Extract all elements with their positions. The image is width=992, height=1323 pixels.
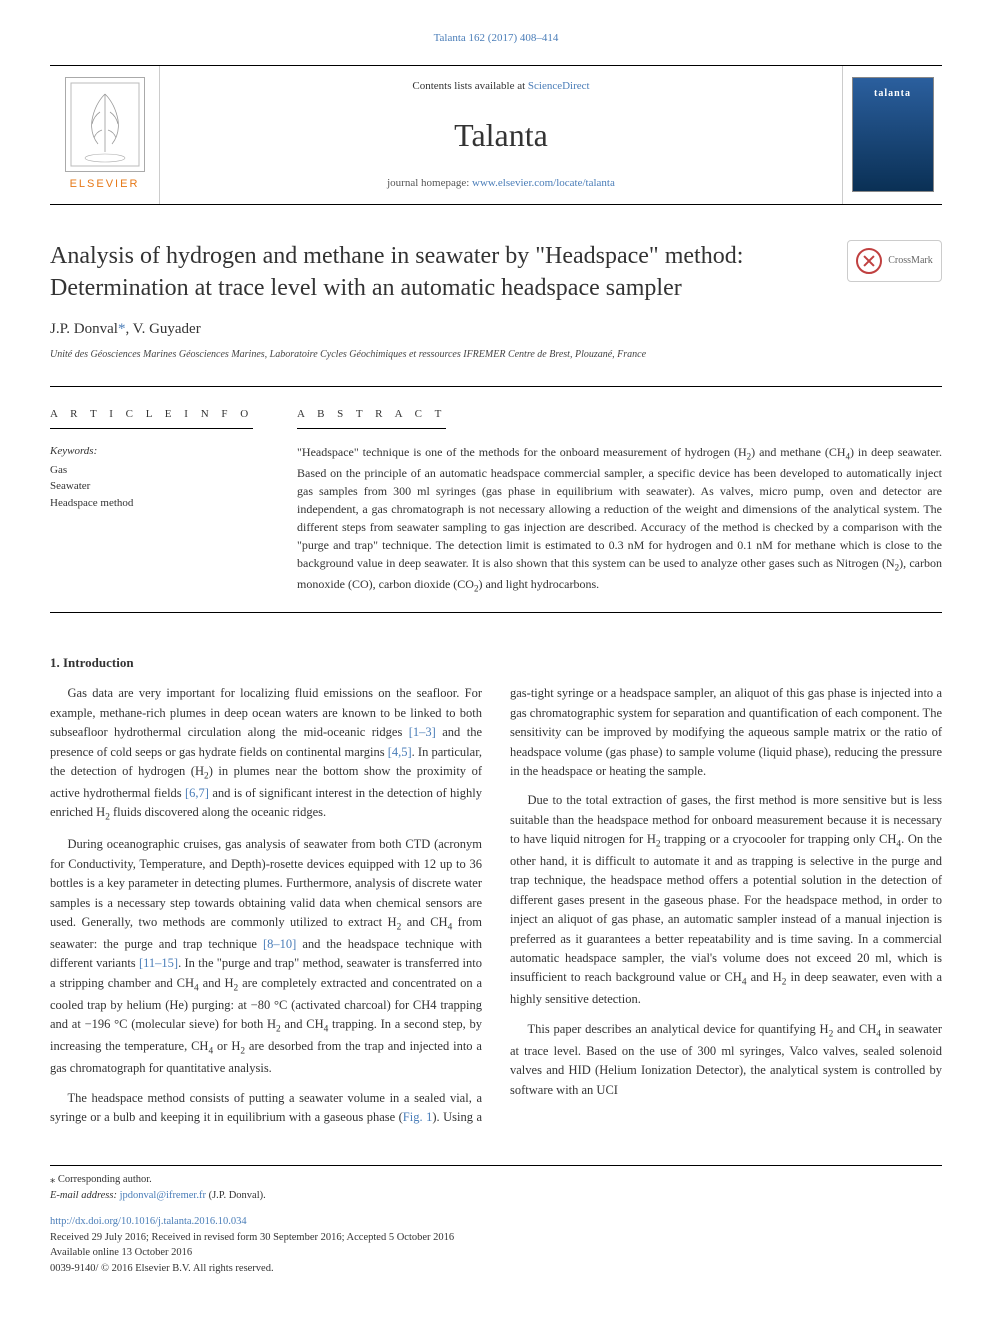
cover-title: talanta (874, 86, 911, 101)
corresponding-author-note: ⁎ Corresponding author. (50, 1172, 942, 1188)
affiliation: Unité des Géosciences Marines Géoscience… (50, 347, 942, 362)
crossmark-badge[interactable]: CrossMark (847, 240, 942, 282)
journal-cover: talanta (842, 66, 942, 204)
email-link[interactable]: jpdonval@ifremer.fr (120, 1190, 206, 1201)
received-line: Received 29 July 2016; Received in revis… (50, 1230, 942, 1246)
journal-name: Talanta (454, 111, 548, 159)
article-info-column: A R T I C L E I N F O Keywords: Gas Seaw… (50, 387, 275, 612)
homepage-prefix: journal homepage: (387, 177, 472, 189)
issn-line: 0039-9140/ © 2016 Elsevier B.V. All righ… (50, 1261, 942, 1277)
abstract-text: "Headspace" technique is one of the meth… (297, 443, 942, 596)
author-rest: , V. Guyader (125, 321, 200, 337)
keywords-label: Keywords: (50, 443, 259, 460)
elsevier-logo[interactable]: ELSEVIER (50, 66, 160, 204)
body-two-column: Gas data are very important for localizi… (50, 684, 942, 1127)
abstract-column: A B S T R A C T "Headspace" technique is… (275, 387, 942, 612)
banner-center: Contents lists available at ScienceDirec… (160, 66, 842, 204)
article-info-heading: A R T I C L E I N F O (50, 406, 253, 430)
keyword: Gas (50, 462, 259, 479)
keyword: Seawater (50, 478, 259, 495)
body-paragraph: Gas data are very important for localizi… (50, 684, 482, 825)
contents-prefix: Contents lists available at (412, 80, 527, 92)
authors: J.P. Donval*, V. Guyader (50, 318, 942, 341)
homepage-link[interactable]: www.elsevier.com/locate/talanta (472, 177, 615, 189)
body-paragraph: During oceanographic cruises, gas analys… (50, 835, 482, 1078)
article-title: Analysis of hydrogen and methane in seaw… (50, 240, 831, 305)
email-suffix: (J.P. Donval). (206, 1190, 266, 1201)
email-label: E-mail address: (50, 1190, 120, 1201)
elsevier-tree-icon (65, 77, 145, 172)
elsevier-wordmark: ELSEVIER (70, 176, 140, 193)
body-paragraph: This paper describes an analytical devic… (510, 1020, 942, 1100)
keywords-list: Gas Seawater Headspace method (50, 462, 259, 512)
doi-line: http://dx.doi.org/10.1016/j.talanta.2016… (50, 1214, 942, 1230)
doi-link[interactable]: http://dx.doi.org/10.1016/j.talanta.2016… (50, 1216, 247, 1227)
crossmark-label: CrossMark (888, 253, 932, 268)
contents-line: Contents lists available at ScienceDirec… (412, 78, 589, 95)
homepage-line: journal homepage: www.elsevier.com/locat… (387, 175, 615, 192)
journal-cover-image: talanta (852, 77, 934, 192)
available-line: Available online 13 October 2016 (50, 1245, 942, 1261)
intro-heading: 1. Introduction (50, 653, 942, 673)
body-paragraph: Due to the total extraction of gases, th… (510, 791, 942, 1009)
sciencedirect-link[interactable]: ScienceDirect (528, 80, 590, 92)
info-abstract-block: A R T I C L E I N F O Keywords: Gas Seaw… (50, 386, 942, 613)
crossmark-icon (856, 248, 882, 274)
header-banner: ELSEVIER Contents lists available at Sci… (50, 65, 942, 205)
author-1: J.P. Donval (50, 321, 118, 337)
keyword: Headspace method (50, 495, 259, 512)
footer-block: ⁎ Corresponding author. E-mail address: … (50, 1165, 942, 1277)
abstract-heading: A B S T R A C T (297, 406, 446, 430)
journal-citation: Talanta 162 (2017) 408–414 (50, 30, 942, 47)
email-line: E-mail address: jpdonval@ifremer.fr (J.P… (50, 1188, 942, 1204)
